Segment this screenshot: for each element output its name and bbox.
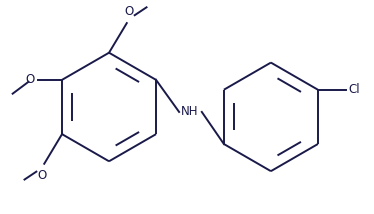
Text: NH: NH bbox=[181, 106, 199, 118]
Text: O: O bbox=[124, 5, 134, 18]
Text: Cl: Cl bbox=[349, 83, 360, 96]
Text: O: O bbox=[38, 169, 47, 182]
Text: O: O bbox=[25, 73, 34, 86]
